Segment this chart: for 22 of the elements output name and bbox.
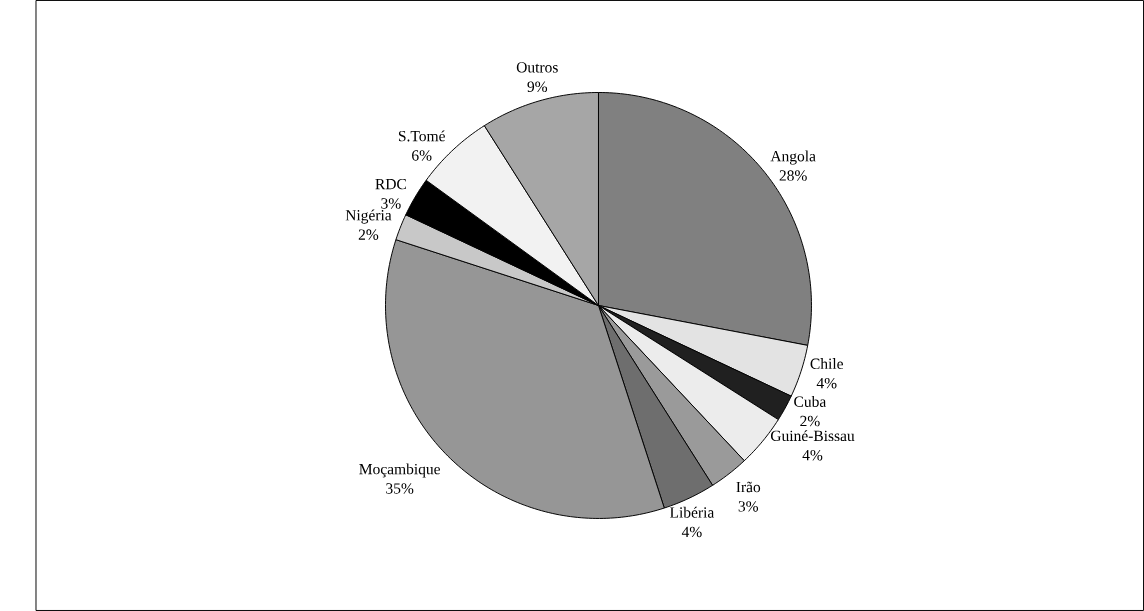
data-label: 2% <box>358 229 379 240</box>
slice-label: S.Tomé <box>398 130 445 142</box>
slice-label: Libéria <box>669 506 715 518</box>
slice-label: Moçambique <box>359 463 440 478</box>
data-label: 6% <box>412 150 432 161</box>
data-label: 4% <box>816 377 837 389</box>
data-label: 3% <box>738 501 759 512</box>
slice-label: Cuba <box>794 396 827 407</box>
data-label: 9% <box>527 81 548 92</box>
slice-label: Chile <box>810 358 843 370</box>
data-label: 35% <box>386 483 414 494</box>
data-label: 4% <box>802 449 823 461</box>
slice-label: Guiné-Bissau <box>770 430 855 442</box>
slice-label: Nigéria <box>345 209 392 224</box>
slice-label: RDC <box>375 178 406 190</box>
data-label: 4% <box>681 526 702 538</box>
slice-label: Irão <box>736 481 761 493</box>
slice-label: Outros <box>516 62 558 73</box>
data-label: 28% <box>779 170 807 181</box>
slice-label: Angola <box>770 150 816 165</box>
data-label: 2% <box>800 415 820 427</box>
data-label: 3% <box>381 198 401 209</box>
